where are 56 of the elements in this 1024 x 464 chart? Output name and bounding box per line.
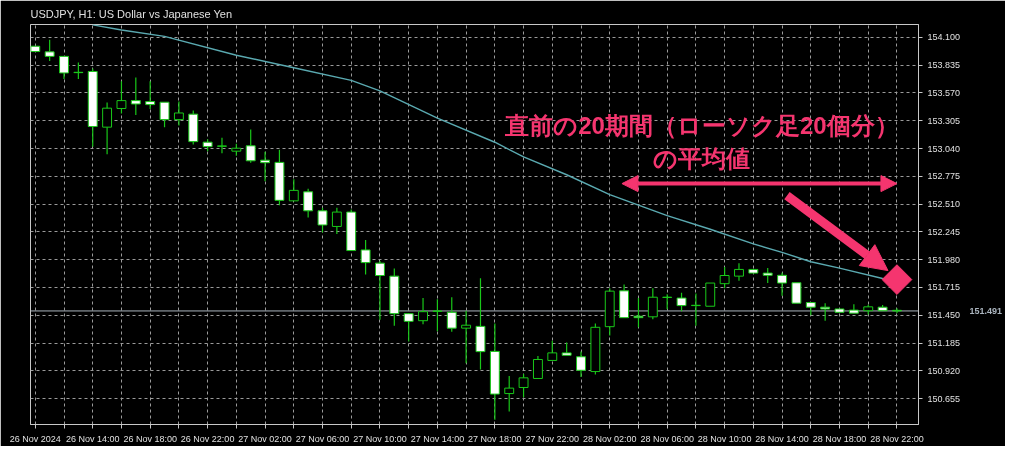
x-tick-label: 27 Nov 18:00 [468, 433, 522, 444]
annotation: 直前の20期間（ローソク足20個分）の平均値 [504, 112, 899, 172]
candlestick [777, 272, 788, 297]
candlestick [791, 282, 802, 304]
x-tick-label: 27 Nov 22:00 [525, 433, 580, 444]
y-tick-label: 150.920 [927, 365, 961, 376]
y-tick-label: 151.450 [927, 310, 961, 321]
x-tick-label: 28 Nov 06:00 [640, 433, 694, 444]
candlestick [576, 350, 586, 378]
y-tick-label: 154.100 [927, 32, 961, 43]
x-tick-label: 28 Nov 22:00 [870, 433, 924, 444]
y-tick-label: 153.040 [927, 143, 961, 154]
candlestick [375, 260, 385, 321]
candlestick [834, 308, 845, 313]
x-tick-label: 27 Nov 14:00 [410, 433, 465, 444]
y-tick-label: 152.245 [927, 226, 961, 237]
candlestick [619, 283, 630, 319]
x-tick-label: 26 Nov 2024 [9, 433, 61, 444]
x-tick-label: 27 Nov 02:00 [238, 433, 292, 444]
candlestick [59, 55, 69, 80]
candlestick [892, 307, 902, 314]
ref-line-label: 151.491 [969, 305, 1003, 316]
x-tick-label: 26 Nov 14:00 [65, 433, 120, 444]
candlestick [403, 313, 414, 343]
y-tick-label: 152.510 [927, 199, 961, 210]
candlestick [848, 303, 859, 314]
x-tick-label: 26 Nov 22:00 [180, 433, 235, 444]
candlestick [331, 207, 342, 235]
y-tick-label: 153.835 [927, 60, 961, 71]
candlestick [173, 100, 184, 127]
candlestick [489, 322, 500, 421]
x-tick-label: 28 Nov 02:00 [582, 433, 637, 444]
x-tick-label: 28 Nov 14:00 [755, 433, 809, 444]
candlestick [418, 297, 428, 325]
x-tick-label: 28 Nov 10:00 [697, 433, 752, 444]
y-tick-label: 153.305 [927, 115, 961, 126]
y-tick-label: 151.715 [927, 282, 961, 293]
x-tick-label: 28 Nov 18:00 [812, 433, 867, 444]
x-tick-label: 26 Nov 18:00 [123, 433, 177, 444]
chart-title: USDJPY, H1: US Dollar vs Japanese Yen [30, 7, 233, 20]
candlestick [461, 310, 472, 364]
candlestick [748, 268, 759, 274]
candlestick [705, 282, 716, 307]
y-tick-label: 151.980 [927, 254, 961, 265]
y-tick-label: 151.185 [927, 338, 961, 349]
x-tick-label: 27 Nov 10:00 [353, 433, 407, 444]
y-tick-label: 152.775 [927, 171, 961, 182]
candlestick [102, 101, 113, 155]
candlestick [734, 262, 744, 282]
candlestick [116, 80, 127, 115]
y-tick-label: 150.655 [927, 393, 961, 404]
y-tick-label: 153.570 [927, 87, 961, 98]
candlestick [217, 137, 227, 154]
candlestick [303, 188, 314, 219]
candlestick [532, 355, 543, 379]
x-tick-label: 27 Nov 06:00 [295, 433, 350, 444]
